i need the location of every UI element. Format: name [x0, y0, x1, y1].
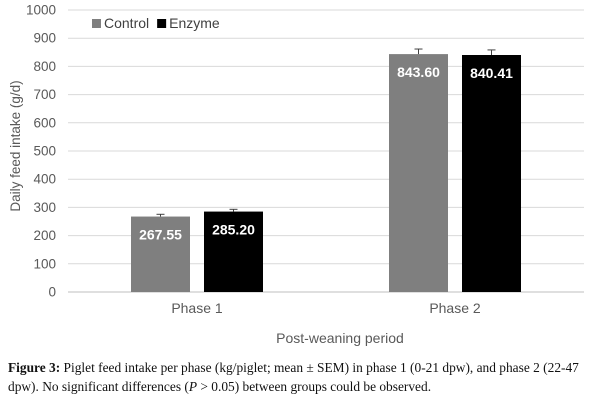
legend-label-control: Control	[104, 15, 149, 31]
y-axis-ticks: 0 100 200 300 400 500 600 700 800 900 1000	[26, 3, 56, 300]
y-tick-label: 800	[33, 59, 56, 74]
legend-swatch-control	[92, 19, 101, 28]
y-tick-label: 900	[33, 31, 56, 46]
caption-p-symbol: P	[188, 379, 198, 394]
data-label: 840.41	[470, 65, 513, 81]
x-tick-label: Phase 2	[429, 300, 481, 316]
x-axis-label: Post-weaning period	[276, 330, 404, 346]
data-label: 843.60	[397, 64, 440, 80]
data-label: 285.20	[212, 222, 255, 238]
x-axis-ticks: Phase 1 Phase 2	[171, 300, 481, 316]
bar-control	[131, 216, 190, 292]
y-tick-label: 200	[33, 228, 56, 243]
legend-label-enzyme: Enzyme	[169, 15, 220, 31]
legend-swatch-enzyme	[157, 19, 167, 28]
caption-label: Figure 3:	[8, 360, 61, 375]
y-axis-label: Daily feed intake (g/d)	[8, 80, 23, 211]
y-tick-label: 400	[33, 172, 56, 187]
bar-enzyme	[204, 211, 263, 292]
legend: Control Enzyme	[92, 15, 220, 31]
data-label: 267.55	[139, 227, 182, 243]
caption-text-1: Piglet feed intake per phase (kg/piglet;…	[8, 360, 579, 394]
caption-text-2: > 0.05) between groups could be observed…	[197, 379, 432, 394]
y-tick-label: 0	[48, 285, 56, 300]
y-tick-label: 500	[33, 144, 56, 159]
y-tick-label: 600	[33, 115, 56, 130]
y-tick-label: 100	[33, 256, 56, 271]
figure-caption: Figure 3: Piglet feed intake per phase (…	[8, 358, 586, 396]
bar-enzyme	[462, 55, 521, 292]
y-tick-label: 700	[33, 87, 56, 102]
y-tick-label: 300	[33, 200, 56, 215]
y-tick-label: 1000	[26, 3, 56, 18]
bar-control	[389, 54, 448, 293]
x-tick-label: Phase 1	[171, 300, 223, 316]
bars: 267.55 285.20 843.60 840.41	[131, 48, 521, 293]
